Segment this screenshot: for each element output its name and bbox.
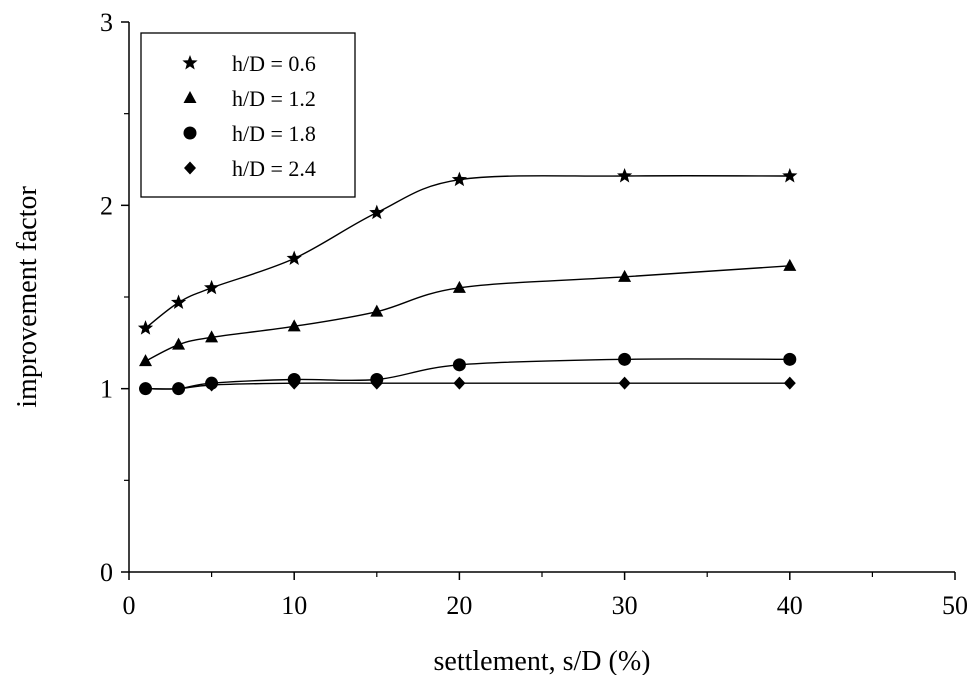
legend-label: h/D = 1.8: [232, 121, 316, 146]
series-lines: [145, 175, 790, 390]
data-point-triangle: [452, 280, 466, 293]
legend-marker-triangle: [183, 91, 197, 103]
legend-box: [140, 32, 356, 198]
ticks: 0 10 20 30 40 50 0 1 2 3: [100, 8, 968, 620]
data-point-star: [286, 250, 302, 265]
x-tick-label: 50: [942, 591, 968, 620]
data-point-star: [369, 204, 385, 220]
legend-marker-star: [182, 55, 198, 70]
data-point-circle: [618, 352, 632, 366]
legend-label: h/D = 2.4: [232, 156, 316, 181]
legend-label: h/D = 1.2: [232, 86, 316, 111]
series-line-4: [145, 382, 790, 390]
data-point-star: [782, 168, 798, 183]
data-point-diamond: [288, 376, 301, 390]
data-point-triangle: [205, 330, 219, 343]
x-tick-label: 0: [123, 591, 136, 620]
data-point-triangle: [287, 319, 301, 332]
data-point-triangle: [618, 269, 632, 282]
x-axis-title: settlement, s/D (%): [434, 646, 651, 675]
series-line-1: [145, 175, 790, 329]
data-point-triangle: [783, 258, 797, 271]
x-tick-label: 40: [777, 591, 803, 620]
data-point-diamond: [172, 382, 185, 396]
data-point-triangle: [370, 304, 384, 317]
data-point-triangle: [172, 337, 186, 350]
data-point-star: [137, 320, 154, 335]
data-point-star: [616, 168, 633, 183]
data-point-diamond: [205, 378, 218, 392]
legend-label: h/D = 0.6: [232, 51, 316, 76]
legend-marker-circle: [183, 126, 197, 140]
x-tick-label: 10: [281, 591, 307, 620]
data-point-diamond: [370, 376, 383, 390]
data-point-diamond: [453, 376, 466, 390]
data-point-circle: [452, 358, 466, 372]
x-tick-label: 30: [612, 591, 638, 620]
x-tick-label: 20: [446, 591, 472, 620]
y-axis-title: improvement factor: [12, 186, 43, 408]
data-point-triangle: [139, 354, 153, 367]
series-markers: [137, 168, 798, 396]
legend: h/D = 0.6 h/D = 1.2 h/D = 1.8 h/D = 2.4: [140, 32, 356, 198]
y-tick-label: 0: [100, 558, 113, 587]
data-point-circle: [783, 352, 797, 366]
y-tick-label: 2: [100, 191, 113, 220]
data-point-diamond: [783, 376, 796, 390]
data-point-diamond: [618, 376, 631, 390]
data-point-star: [451, 171, 468, 187]
data-point-diamond: [139, 382, 152, 396]
data-point-star: [170, 294, 187, 309]
legend-marker-diamond: [184, 161, 196, 175]
y-tick-label: 1: [100, 375, 113, 404]
series-line-2: [145, 265, 790, 362]
y-tick-label: 3: [100, 8, 113, 37]
data-point-star: [203, 279, 220, 295]
